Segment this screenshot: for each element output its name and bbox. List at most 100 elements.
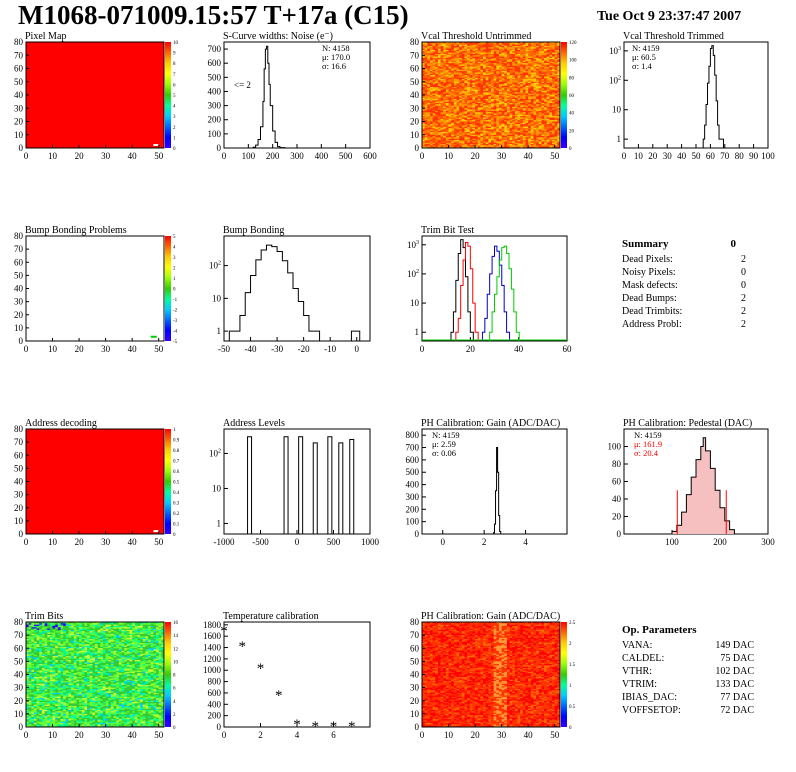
heatmap-cell [525, 72, 529, 75]
heatmap-cell [536, 59, 540, 61]
heatmap-cell [440, 63, 444, 65]
heatmap-cell [459, 72, 463, 75]
series-peak [283, 436, 289, 534]
heatmap-cell [445, 112, 449, 114]
heatmap-cell [501, 65, 505, 68]
heatmap-cell [520, 91, 524, 93]
heatmap-cell [525, 57, 529, 60]
heatmap-cell [435, 52, 439, 55]
y-tick-label: 50 [14, 463, 24, 473]
heatmap-cell [498, 109, 502, 112]
heatmap-cell [509, 93, 513, 96]
heatmap-cell [472, 79, 476, 81]
heatmap-cell [533, 72, 537, 75]
heatmap-cell [517, 55, 521, 57]
heatmap-cell [506, 100, 510, 102]
heatmap-cell [514, 47, 518, 49]
heatmap-cell [477, 81, 481, 84]
heatmap-cell [435, 60, 439, 63]
heatmap-cell [488, 81, 492, 84]
heatmap-cell [432, 100, 436, 102]
heatmap-cell [549, 105, 553, 108]
heatmap-cell [456, 68, 460, 71]
heatmap-cell [554, 98, 558, 101]
heatmap-cell [530, 98, 534, 101]
x-tick-label: 70 [720, 151, 730, 161]
heatmap-cell [498, 53, 502, 56]
heatmap-cell [424, 56, 428, 59]
heatmap-cell [533, 52, 537, 55]
heatmap-cell [445, 108, 449, 110]
heatmap-cell [496, 110, 500, 113]
heatmap-cell [530, 91, 534, 93]
heatmap-cell [504, 42, 508, 44]
heatmap-cell [429, 53, 433, 56]
heatmap-cell [424, 77, 428, 80]
heatmap-cell [522, 57, 526, 60]
heatmap-cell [554, 108, 558, 110]
heatmap-cell [461, 95, 465, 97]
heatmap-cell [472, 100, 476, 102]
heatmap-cell [522, 65, 526, 68]
heatmap-cell [552, 45, 555, 48]
heatmap-cell [467, 110, 471, 113]
heatmap-cell [530, 63, 534, 65]
heatmap-cell [528, 65, 532, 68]
heatmap-cell [485, 65, 489, 68]
heatmap-cell [429, 100, 433, 102]
heatmap-cell [530, 83, 534, 85]
heatmap-cell [517, 83, 521, 85]
heatmap-cell [461, 102, 465, 105]
heatmap-cell [456, 52, 460, 55]
heatmap-cell [427, 60, 431, 63]
heatmap-cell [485, 73, 489, 76]
heatmap-cell [437, 101, 441, 104]
heatmap-cell [496, 51, 500, 53]
heatmap-cell [453, 80, 457, 83]
heatmap-cell [506, 109, 510, 112]
heatmap-cell [475, 109, 479, 112]
heatmap-cell [533, 105, 537, 108]
heatmap-cell [554, 83, 558, 85]
heatmap-cell [424, 92, 428, 94]
heatmap-cell [528, 88, 532, 90]
color-scale-label: 100 [569, 59, 577, 64]
heatmap-cell [557, 47, 561, 49]
heatmap-cell [427, 69, 431, 72]
heatmap-cell [541, 91, 545, 93]
heatmap-cell [422, 87, 425, 89]
x-tick-label: 40 [128, 151, 138, 161]
heatmap-cell [498, 80, 502, 83]
x-tick-label: 20 [75, 151, 85, 161]
heatmap-cell [445, 113, 449, 116]
heatmap-cell [520, 81, 524, 84]
heatmap-cell [472, 55, 476, 57]
heatmap-cell [509, 60, 513, 63]
heatmap-cell [440, 51, 444, 53]
heatmap-cell [422, 88, 425, 90]
heatmap-cell [530, 72, 534, 75]
heatmap-cell [501, 48, 505, 51]
heatmap-cell [427, 97, 431, 100]
heatmap-cell [546, 51, 550, 53]
heatmap-cell [541, 52, 545, 55]
heatmap-cell [475, 49, 479, 52]
heatmap-cell [533, 97, 537, 100]
heatmap-cell [544, 84, 548, 87]
heatmap-cell [488, 48, 492, 51]
heatmap-cell [552, 77, 555, 80]
heatmap-cell [554, 44, 558, 47]
color-scale-label: 2 [173, 267, 176, 272]
heatmap-cell [440, 101, 444, 104]
heatmap-cell [554, 43, 558, 45]
heatmap-cell [552, 96, 555, 98]
heatmap-cell [461, 65, 465, 68]
heatmap-cell [448, 69, 452, 72]
heatmap-cell [509, 61, 513, 64]
color-scale-label: 7 [173, 73, 176, 78]
heatmap-cell [554, 65, 558, 68]
heatmap-cell [488, 59, 492, 61]
heatmap-cell [488, 85, 492, 88]
heatmap-cell [440, 93, 444, 96]
heatmap-cell [422, 49, 425, 52]
